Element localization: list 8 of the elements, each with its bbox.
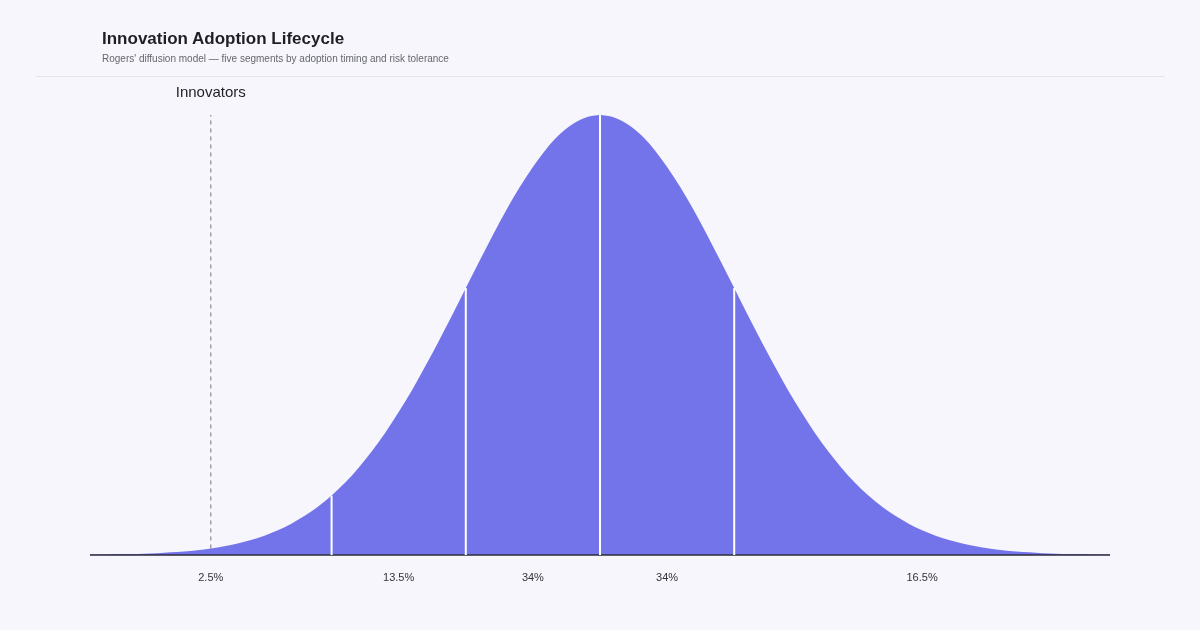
chart-subtitle: Rogers' diffusion model — five segments by adoption timing and risk tolerance bbox=[102, 52, 449, 65]
x-tick-label: 34% bbox=[521, 570, 545, 583]
x-tick-label: 34% bbox=[656, 570, 679, 583]
x-tick-label: 16.5% bbox=[906, 570, 938, 583]
x-tick-label: 2.5% bbox=[198, 570, 224, 583]
x-tick-label: 13.5% bbox=[383, 570, 415, 583]
ref-line-label: Innovators bbox=[175, 83, 246, 100]
chart-title: Innovation Adoption Lifecycle bbox=[102, 28, 345, 49]
